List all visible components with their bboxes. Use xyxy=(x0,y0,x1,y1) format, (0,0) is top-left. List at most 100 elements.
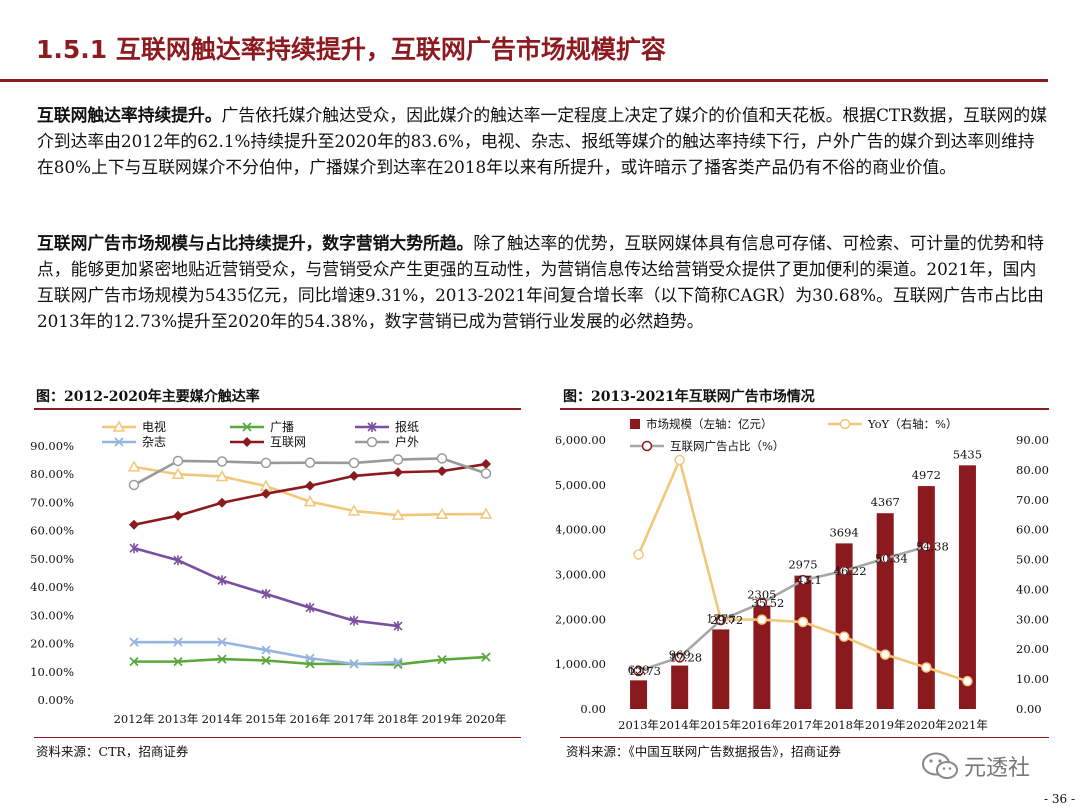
share-label: 43.1 xyxy=(796,573,822,587)
left-y-tick-label: 5,000.00 xyxy=(556,478,606,492)
share-label: 12.73 xyxy=(628,664,661,678)
title-divider xyxy=(0,79,1048,82)
share-point xyxy=(756,597,768,609)
share-point xyxy=(674,652,685,663)
data-point xyxy=(215,469,229,482)
paragraph-reach: 互联网触达率持续提升。广告依托媒介触达受众，因此媒介的触达率一定程度上决定了媒介… xyxy=(37,102,1049,180)
data-point xyxy=(481,459,491,470)
bar-value-label: 5435 xyxy=(953,447,982,461)
data-point xyxy=(393,467,403,478)
data-point xyxy=(349,470,359,481)
right-y-tick-label: 60.00 xyxy=(1016,523,1049,537)
data-point xyxy=(481,652,491,662)
data-point-b xyxy=(481,652,491,662)
right-y-tick-label: 70.00 xyxy=(1016,493,1049,507)
share-label: 17.28 xyxy=(669,650,702,664)
yoy-point xyxy=(797,616,809,628)
data-point xyxy=(479,507,493,519)
data-point xyxy=(217,575,227,586)
bar-value-label: 4367 xyxy=(871,495,900,509)
data-point xyxy=(261,588,271,599)
share-point xyxy=(838,565,850,577)
legend-marker-5 xyxy=(366,436,378,448)
right-y-tick-label: 50.00 xyxy=(1016,553,1049,567)
data-point-b xyxy=(217,637,227,647)
data-point xyxy=(129,519,139,530)
x-tick-label: 2014年 xyxy=(202,712,243,726)
share-point xyxy=(797,574,809,586)
data-point xyxy=(393,657,403,667)
left-y-tick-label: 6,000.00 xyxy=(556,433,606,447)
x-tick-label: 2016年 xyxy=(290,712,331,726)
data-point xyxy=(129,543,139,554)
share-point xyxy=(921,541,932,552)
bar xyxy=(753,605,771,709)
legend-marker-1 xyxy=(242,422,252,432)
legend-label: 市场规模（左轴：亿元） xyxy=(646,417,773,431)
figure2-bottom-rule xyxy=(560,737,1049,738)
legend-label: 互联网广告占比（%） xyxy=(670,439,784,453)
data-point-b xyxy=(305,653,315,663)
paragraph-lead: 互联网广告市场规模与占比持续提升，数字营销大势所趋。 xyxy=(37,233,474,253)
data-point xyxy=(217,637,227,647)
left-y-tick-label: 2,000.00 xyxy=(556,612,606,626)
data-point-b xyxy=(217,654,227,664)
y-tick-label: 40.00% xyxy=(30,580,74,594)
bar-value-label: 3694 xyxy=(829,525,858,539)
paragraph-market: 互联网广告市场规模与占比持续提升，数字营销大势所趋。除了触达率的优势，互联网媒体… xyxy=(37,230,1049,334)
left-y-tick-label: 3,000.00 xyxy=(556,568,606,582)
data-point xyxy=(435,507,449,520)
legend-marker-4 xyxy=(242,437,252,447)
data-point-b xyxy=(349,659,359,669)
legend-swatch-bars xyxy=(630,419,640,429)
bar-value-label: 1775 xyxy=(706,611,735,625)
bar xyxy=(835,543,853,709)
bar-value-label: 969 xyxy=(669,648,691,662)
x-tick-label: 2017年 xyxy=(334,712,375,726)
share-label: 50.34 xyxy=(875,552,908,566)
legend-marker-yoy xyxy=(839,418,851,430)
data-point xyxy=(305,602,315,613)
y-tick-label: 60.00% xyxy=(30,524,74,538)
data-point xyxy=(305,653,315,663)
data-point xyxy=(173,510,183,521)
x-tick-label: 2020年 xyxy=(466,712,507,726)
data-point xyxy=(217,497,227,508)
bar-value-label: 2305 xyxy=(747,588,776,602)
data-point xyxy=(391,508,405,520)
data-point xyxy=(305,480,315,491)
y-tick-label: 0.00% xyxy=(37,693,74,707)
y-tick-label: 30.00% xyxy=(30,608,74,622)
figure2-source: 资料来源：《中国互联网广告数据报告》，招商证券 xyxy=(566,744,842,759)
bar xyxy=(794,575,812,709)
left-y-tick-label: 1,000.00 xyxy=(556,657,606,671)
legend-label: YoY（右轴：%） xyxy=(867,417,958,431)
share-label: 35.52 xyxy=(751,596,784,610)
share-point xyxy=(715,614,727,626)
data-point xyxy=(261,655,271,666)
x-tick-label: 2015年 xyxy=(246,712,287,726)
right-y-tick-label: 30.00 xyxy=(1016,612,1049,626)
right-y-tick-label: 20.00 xyxy=(1016,642,1049,656)
data-point xyxy=(173,637,183,647)
x-tick-label: 2017年 xyxy=(783,718,824,732)
data-point xyxy=(348,457,360,469)
data-point-b xyxy=(261,645,271,655)
right-y-tick-label: 80.00 xyxy=(1016,463,1049,477)
data-point xyxy=(392,454,404,465)
x-tick-label: 2013年 xyxy=(618,718,659,732)
data-point xyxy=(393,621,403,632)
share-label: 54.38 xyxy=(916,539,949,553)
share-label: 29.72 xyxy=(710,613,743,627)
figure1-title: 图：2012-2020年主要媒介触达率 xyxy=(36,389,260,405)
paragraph-body: 除了触达率的优势，互联网媒体具有信息可存储、可检索、可计量的优势和特点，能够更加… xyxy=(37,233,1044,331)
x-tick-label: 2015年 xyxy=(700,718,741,732)
series-line-2 xyxy=(133,546,399,628)
x-tick-label: 2012年 xyxy=(114,712,155,726)
yoy-point xyxy=(962,675,973,687)
y-tick-label: 10.00% xyxy=(30,665,74,679)
x-tick-label: 2018年 xyxy=(378,712,419,726)
legend-label: 广播 xyxy=(270,420,294,434)
share-point xyxy=(879,553,891,564)
data-point-b xyxy=(261,655,271,666)
